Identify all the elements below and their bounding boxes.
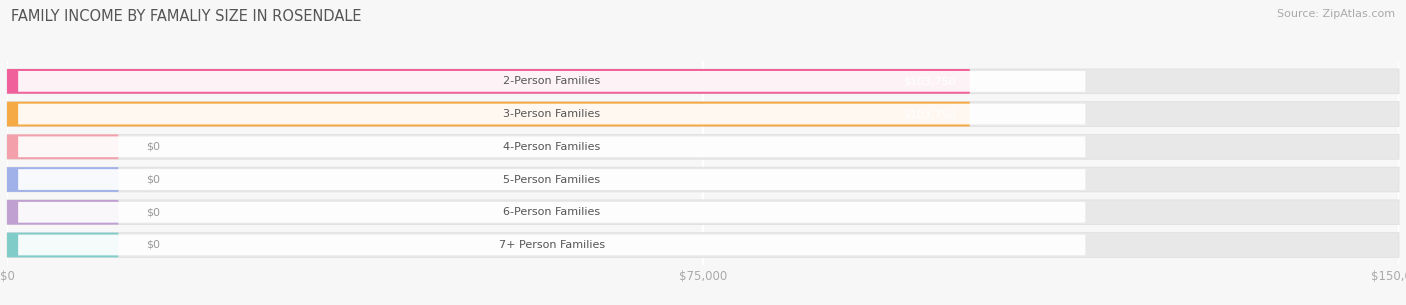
FancyBboxPatch shape <box>7 167 1399 192</box>
Text: 5-Person Families: 5-Person Families <box>503 174 600 185</box>
FancyBboxPatch shape <box>18 169 1085 190</box>
FancyBboxPatch shape <box>7 69 970 94</box>
Text: 7+ Person Families: 7+ Person Families <box>499 240 605 250</box>
Text: $0: $0 <box>146 240 160 250</box>
FancyBboxPatch shape <box>18 71 1085 92</box>
Text: 4-Person Families: 4-Person Families <box>503 142 600 152</box>
FancyBboxPatch shape <box>18 136 1085 157</box>
Text: $0: $0 <box>146 142 160 152</box>
FancyBboxPatch shape <box>7 69 1399 94</box>
FancyBboxPatch shape <box>7 135 1399 159</box>
Text: $0: $0 <box>146 207 160 217</box>
Text: 6-Person Families: 6-Person Families <box>503 207 600 217</box>
Text: $103,750: $103,750 <box>903 109 956 119</box>
FancyBboxPatch shape <box>7 200 118 224</box>
FancyBboxPatch shape <box>18 104 1085 124</box>
Text: 2-Person Families: 2-Person Families <box>503 76 600 86</box>
FancyBboxPatch shape <box>18 235 1085 255</box>
Text: $0: $0 <box>146 174 160 185</box>
FancyBboxPatch shape <box>7 167 118 192</box>
Text: Source: ZipAtlas.com: Source: ZipAtlas.com <box>1277 9 1395 19</box>
FancyBboxPatch shape <box>7 102 1399 127</box>
FancyBboxPatch shape <box>18 202 1085 223</box>
Text: 3-Person Families: 3-Person Families <box>503 109 600 119</box>
FancyBboxPatch shape <box>7 200 1399 224</box>
Text: $103,750: $103,750 <box>903 76 956 86</box>
Text: FAMILY INCOME BY FAMALIY SIZE IN ROSENDALE: FAMILY INCOME BY FAMALIY SIZE IN ROSENDA… <box>11 9 361 24</box>
FancyBboxPatch shape <box>7 233 1399 257</box>
FancyBboxPatch shape <box>7 102 970 127</box>
FancyBboxPatch shape <box>7 135 118 159</box>
FancyBboxPatch shape <box>7 233 118 257</box>
